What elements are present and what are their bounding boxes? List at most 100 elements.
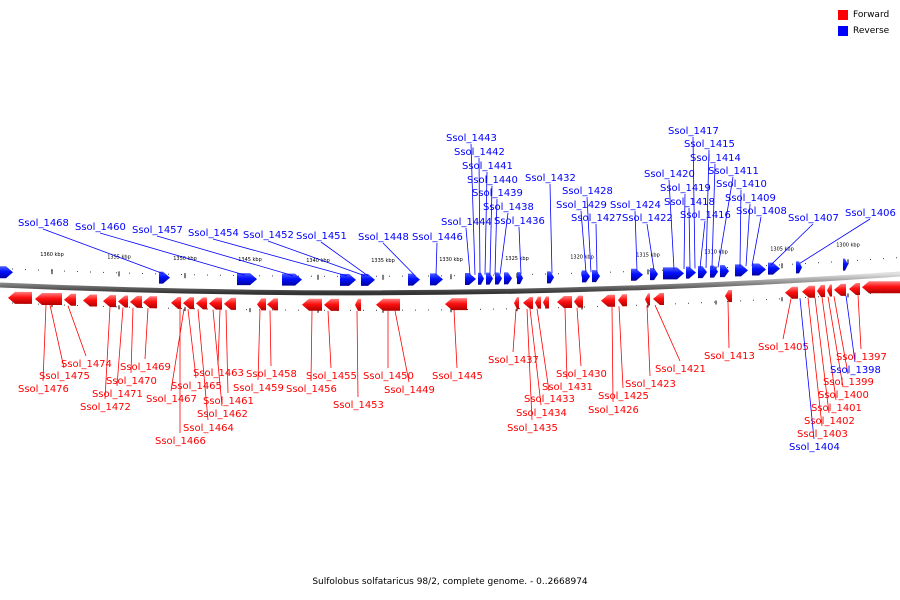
- reverse-gene-arrow[interactable]: [465, 272, 476, 285]
- forward-gene-arrow[interactable]: [618, 294, 627, 307]
- reverse-gene-arrow[interactable]: [582, 270, 590, 283]
- forward-gene-arrow[interactable]: [35, 293, 62, 306]
- gene-layer: [0, 258, 900, 311]
- reverse-gene-arrow[interactable]: [361, 273, 375, 286]
- reverse-gene-arrow[interactable]: [698, 266, 707, 279]
- reverse-gene-arrow[interactable]: [631, 268, 643, 281]
- forward-gene-arrow[interactable]: [257, 298, 266, 311]
- gene-leader-line: [739, 189, 742, 267]
- forward-gene-arrow[interactable]: [834, 283, 846, 296]
- forward-gene-arrow[interactable]: [196, 297, 207, 310]
- reverse-gene-arrow[interactable]: [517, 272, 523, 285]
- forward-gene-arrow[interactable]: [785, 286, 798, 299]
- reverse-gene-arrow[interactable]: [710, 265, 718, 278]
- reverse-gene-arrow[interactable]: [408, 273, 420, 286]
- reverse-gene-arrow[interactable]: [752, 263, 766, 276]
- reverse-gene-arrow[interactable]: [430, 273, 443, 286]
- reverse-gene-arrow[interactable]: [720, 265, 729, 278]
- gene-label: Ssol_1474: [61, 359, 112, 370]
- forward-gene-arrow[interactable]: [8, 291, 32, 304]
- reverse-gene-arrow[interactable]: [159, 271, 170, 284]
- reverse-gene-arrow[interactable]: [686, 266, 696, 279]
- forward-gene-arrow[interactable]: [209, 297, 222, 310]
- minor-tick: [51, 270, 52, 272]
- forward-gene-arrow[interactable]: [543, 296, 549, 309]
- forward-gene-arrow[interactable]: [802, 285, 815, 298]
- minor-tick: [532, 273, 533, 275]
- forward-gene-arrow[interactable]: [118, 295, 128, 308]
- reverse-gene-arrow[interactable]: [495, 272, 502, 285]
- reverse-gene-arrow[interactable]: [340, 273, 356, 286]
- minor-tick: [480, 308, 481, 310]
- gene-leader-line: [217, 309, 221, 366]
- minor-tick: [610, 271, 611, 273]
- reverse-gene-arrow[interactable]: [592, 270, 600, 283]
- gene-label: Ssol_1430: [556, 369, 607, 380]
- gene-label: Ssol_1428: [562, 186, 613, 197]
- gene-label: Ssol_1467: [146, 394, 197, 405]
- forward-gene-arrow[interactable]: [645, 293, 650, 306]
- gene-label: Ssol_1402: [804, 416, 855, 427]
- forward-gene-arrow[interactable]: [523, 296, 533, 309]
- forward-gene-arrow[interactable]: [103, 295, 116, 308]
- forward-gene-arrow[interactable]: [827, 284, 832, 297]
- forward-gene-arrow[interactable]: [725, 289, 732, 302]
- forward-gene-arrow[interactable]: [535, 296, 541, 309]
- forward-gene-arrow[interactable]: [183, 297, 194, 310]
- forward-gene-arrow[interactable]: [849, 283, 860, 296]
- minor-tick: [259, 275, 260, 277]
- reverse-gene-arrow[interactable]: [547, 271, 554, 284]
- forward-gene-arrow[interactable]: [601, 294, 615, 307]
- forward-gene-arrow[interactable]: [514, 297, 519, 310]
- forward-gene-arrow[interactable]: [862, 281, 900, 294]
- forward-gene-arrow[interactable]: [376, 298, 400, 311]
- forward-gene-arrow[interactable]: [143, 296, 157, 309]
- forward-gene-arrow[interactable]: [130, 295, 142, 308]
- forward-gene-arrow[interactable]: [574, 295, 583, 308]
- gene-label: Ssol_1408: [736, 206, 787, 217]
- forward-gene-arrow[interactable]: [302, 298, 322, 311]
- gene-leader-line: [269, 310, 272, 367]
- forward-gene-arrow[interactable]: [324, 298, 339, 311]
- forward-gene-arrow[interactable]: [64, 293, 76, 306]
- reverse-gene-arrow[interactable]: [735, 264, 748, 277]
- gene-leader-line: [453, 310, 458, 369]
- reverse-gene-arrow[interactable]: [0, 266, 13, 279]
- reverse-gene-arrow[interactable]: [478, 272, 484, 285]
- reverse-gene-arrow[interactable]: [663, 267, 684, 280]
- reverse-gene-arrow[interactable]: [282, 273, 302, 286]
- reverse-gene-arrow[interactable]: [486, 272, 493, 285]
- minor-tick: [701, 302, 702, 304]
- gene-leader-line: [499, 212, 509, 275]
- minor-tick: [792, 263, 793, 265]
- reverse-gene-arrow[interactable]: [504, 272, 512, 285]
- forward-gene-arrow[interactable]: [445, 298, 467, 311]
- minor-tick: [38, 303, 39, 305]
- forward-gene-arrow[interactable]: [817, 285, 825, 298]
- minor-tick: [597, 306, 598, 308]
- gene-label: Ssol_1417: [668, 126, 719, 137]
- minor-tick: [454, 275, 455, 277]
- forward-gene-arrow[interactable]: [557, 296, 572, 309]
- reverse-gene-arrow[interactable]: [650, 268, 658, 281]
- gene-leader-line: [751, 216, 762, 266]
- minor-tick: [818, 296, 819, 298]
- forward-gene-arrow[interactable]: [267, 298, 278, 311]
- forward-gene-arrow[interactable]: [224, 297, 236, 310]
- gene-leader-line: [49, 304, 65, 369]
- forward-gene-arrow[interactable]: [653, 292, 664, 305]
- forward-gene-arrow[interactable]: [171, 296, 181, 309]
- reverse-gene-arrow[interactable]: [237, 273, 257, 286]
- reverse-gene-arrow[interactable]: [768, 262, 780, 275]
- forward-gene-arrow[interactable]: [355, 298, 361, 311]
- forward-gene-arrow[interactable]: [83, 294, 97, 307]
- minor-tick: [181, 273, 182, 275]
- gene-label: Ssol_1432: [525, 173, 576, 184]
- minor-tick: [350, 309, 351, 311]
- gene-label: Ssol_1424: [610, 200, 661, 211]
- gene-leader-line: [512, 309, 517, 353]
- reverse-gene-arrow[interactable]: [796, 261, 802, 274]
- gene-leader-line: [104, 307, 111, 400]
- minor-tick: [545, 273, 546, 275]
- reverse-gene-arrow[interactable]: [843, 258, 848, 271]
